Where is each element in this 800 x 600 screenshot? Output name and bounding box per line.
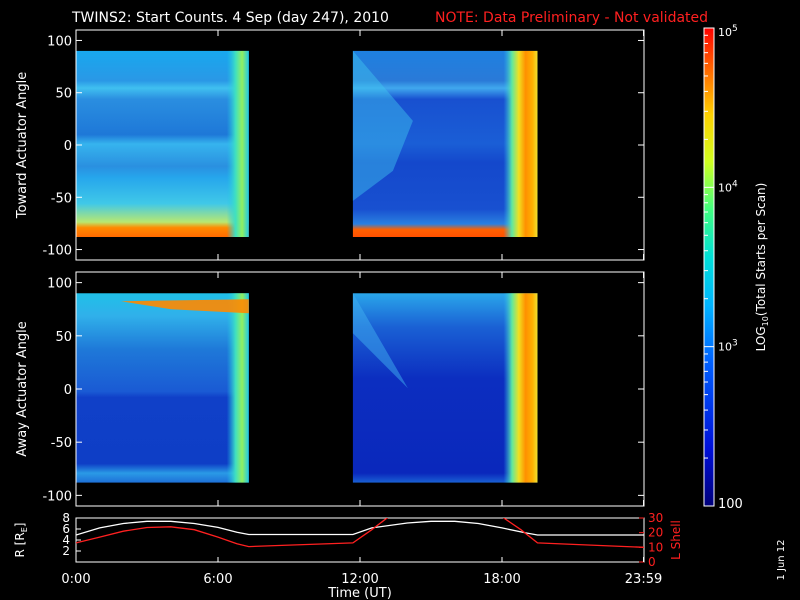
preliminary-note: NOTE: Data Preliminary - Not validated	[435, 10, 708, 26]
colorbar-tick-label: 103	[718, 339, 738, 354]
r-series-line	[76, 520, 644, 536]
y-tick-label: 50	[55, 330, 72, 345]
colorbar-gradient	[704, 28, 714, 506]
heatmap-plume	[352, 293, 408, 389]
time-axis-label: Time (UT)	[327, 586, 392, 600]
l-shell-tick-label: 30	[648, 511, 663, 525]
time-tick-label: 18:00	[483, 572, 520, 587]
time-tick-label: 6:00	[203, 572, 232, 587]
r-tick-label: 6	[62, 522, 70, 536]
heatmap-segment	[76, 50, 249, 238]
heatmap-segment	[76, 293, 249, 483]
colorbar: 105 104 103 100 LOG10(Total Starts per Scan…	[703, 24, 770, 512]
y-tick-label: 50	[55, 87, 72, 102]
y-tick-label: -100	[42, 489, 72, 504]
colorbar-tick-label: 104	[718, 179, 738, 194]
time-tick-label: 23:59	[625, 572, 662, 587]
time-tick-label: 0:00	[61, 572, 90, 587]
colorbar-label: LOG10(Total Starts per Scan)	[754, 183, 770, 352]
y-tick-label: 0	[64, 139, 72, 154]
heatmap-edge-band	[503, 50, 538, 238]
l-shell-tick-label: 20	[648, 526, 663, 540]
heatmap-edge-band	[226, 293, 249, 483]
side-date-stamp: 1 Jun 12	[776, 539, 787, 580]
y-tick-label: 100	[47, 277, 72, 292]
toward-heatmap-panel: 100 50 0 -50 -100 Toward Actuator Angle	[15, 29, 645, 261]
toward-ylabel: Toward Actuator Angle	[15, 72, 30, 219]
heatmap-edge-band	[503, 293, 538, 483]
y-tick-label: 0	[64, 383, 72, 398]
chart-title: TWINS2: Start Counts. 4 Sep (day 247), 2…	[71, 10, 389, 26]
away-ylabel: Away Actuator Angle	[15, 321, 30, 456]
orbit-plot-frame	[75, 517, 645, 563]
y-tick-label: -50	[51, 191, 72, 206]
l-shell-series-line	[76, 518, 644, 548]
l-shell-tick-label: 10	[648, 540, 663, 554]
heatmap-plume	[352, 50, 413, 201]
y-tick-label: 100	[47, 34, 72, 49]
r-tick-label: 8	[62, 511, 70, 525]
l-shell-axis-label: L Shell	[669, 520, 683, 560]
r-tick-label: 2	[62, 544, 70, 558]
heatmap-edge-band	[226, 50, 249, 238]
heatmap-hot-band	[121, 299, 249, 314]
y-tick-label: -100	[42, 244, 72, 259]
r-tick-label: 4	[62, 533, 70, 547]
y-tick-label: -50	[51, 436, 72, 451]
time-tick-label: 12:00	[341, 572, 378, 587]
l-shell-tick-label: 0	[648, 555, 656, 569]
away-heatmap-panel: 100 50 0 -50 -100 Away Actuator Angle	[15, 271, 645, 507]
colorbar-tick-label: 105	[718, 24, 738, 39]
colorbar-tick-label: 100	[718, 497, 743, 512]
r-axis-label: R [RE]	[13, 523, 29, 558]
